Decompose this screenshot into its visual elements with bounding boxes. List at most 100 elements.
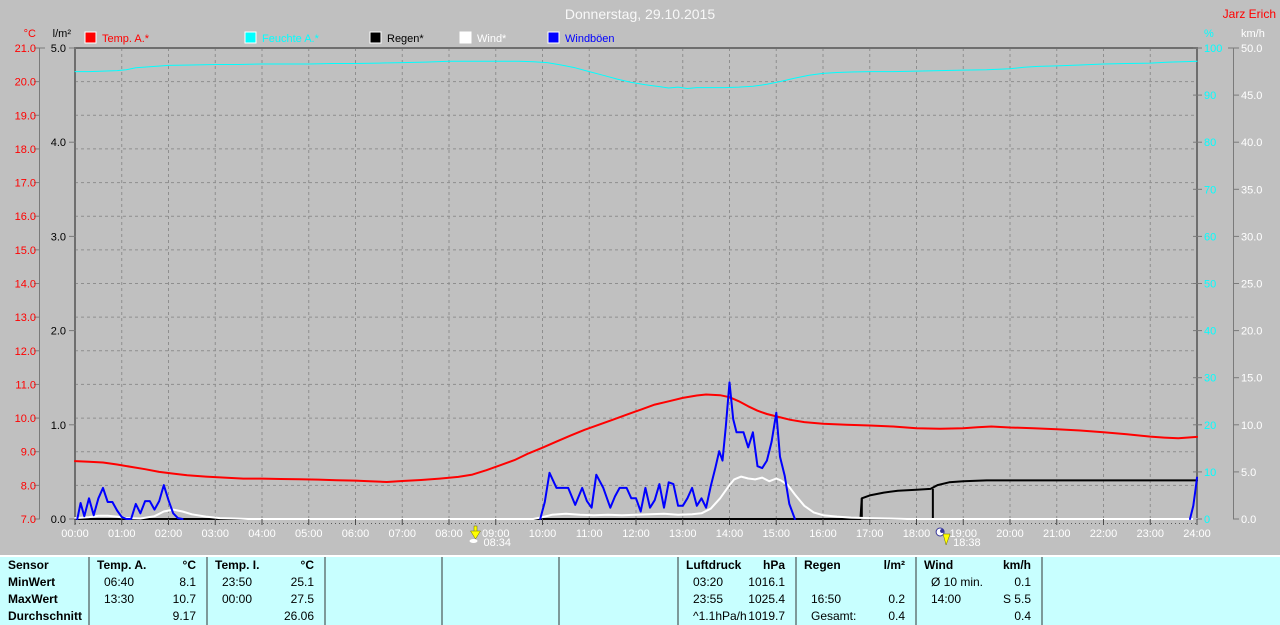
legend-label: Windböen: [565, 33, 615, 45]
table-cell-value: S 5.5: [1002, 592, 1031, 606]
axis-label: 10.0: [1241, 420, 1262, 432]
table-section-empty: [441, 557, 558, 625]
table-cell: [90, 608, 104, 625]
x-axis-label: 22:00: [1090, 528, 1118, 540]
table-cell-value: 8.1: [179, 575, 196, 589]
table-cell: 00:00: [222, 592, 253, 606]
table-section-empty: [558, 557, 677, 625]
table-cell-value: 27.5: [290, 592, 314, 606]
axis-label: 8.0: [21, 480, 36, 492]
table-row-label: MinWert: [8, 575, 56, 589]
temp-axis-unit: °C: [24, 28, 36, 40]
table-cell-value: 0.2: [888, 592, 905, 606]
x-axis-label: 16:00: [809, 528, 837, 540]
table-section-temp-i-: Temp. I. °C 23:50 25.1 00:00 27.5 26.06: [206, 557, 324, 625]
table-cell: 23:55: [693, 592, 724, 606]
x-axis-label: 24:00: [1183, 528, 1211, 540]
axes: °C l/m²% km/h 7.0 8.0 9.0 10.0 11.0 12.0 13.0 14.0…: [15, 28, 1265, 540]
stats-table: Sensor MinWert MaxWert Durchschnitt Temp. A.…: [0, 557, 1280, 625]
page-title: Donnerstag, 29.10.2015: [565, 6, 715, 22]
axis-label: 16.0: [15, 211, 36, 223]
table-cell: ^1.1hPa/h: [693, 609, 747, 623]
x-axis-label: 13:00: [669, 528, 697, 540]
axis-label: 50: [1204, 279, 1216, 291]
table-section-empty: [324, 557, 441, 625]
axis-label: 1.0: [51, 420, 66, 432]
axis-label: 40.0: [1241, 137, 1262, 149]
x-axis-label: 19:00: [949, 528, 977, 540]
legend-swatch-3: [369, 31, 382, 44]
axis-label: 45.0: [1241, 90, 1262, 102]
table-col-header: Temp. A.: [97, 558, 147, 572]
chart-series: [74, 60, 1198, 520]
table-cell-value: 26.06: [283, 609, 314, 623]
table-cell: Ø 10 min.: [931, 575, 984, 589]
x-axis-label: 11:00: [576, 528, 603, 540]
sunset-marker: 18:38: [935, 527, 981, 549]
table-section-luftdruck: Luftdruck hPa 03:20 1016.1 23:55 1025.4 ^1.1hP…: [677, 557, 795, 625]
table-section-empty: [1041, 557, 1280, 625]
series-feuchte-a-: [74, 60, 1198, 89]
x-axis-label: 01:00: [108, 528, 136, 540]
series-wind: [74, 475, 1198, 520]
x-axis-label: 23:00: [1136, 528, 1164, 540]
axis-label: 20.0: [15, 77, 36, 89]
table-col-unit: °C: [300, 558, 314, 572]
x-axis-label: 04:00: [248, 528, 276, 540]
x-axis-label: 20:00: [996, 528, 1024, 540]
axis-label: 7.0: [21, 514, 36, 526]
axis-label: 5.0: [1241, 467, 1256, 479]
x-axis-label: 08:00: [435, 528, 463, 540]
table-cell: 16:50: [811, 592, 842, 606]
axis-label: 15.0: [15, 245, 36, 257]
legend-label: Wind*: [477, 33, 507, 45]
axis-label: 10.0: [15, 413, 36, 425]
x-axis-label: 15:00: [762, 528, 790, 540]
table-cell-value: 10.7: [172, 592, 196, 606]
table-cell-value: 9.17: [172, 609, 196, 623]
table-cell-value: 1019.7: [748, 609, 785, 623]
legend-swatch-4: [459, 31, 472, 44]
x-axis-label: 02:00: [155, 528, 183, 540]
x-axis-label: 12:00: [622, 528, 650, 540]
table-top-divider: [0, 555, 1280, 557]
series-regen: [74, 479, 1198, 520]
table-cell-value: 0.4: [1014, 609, 1031, 623]
weather-chart: Donnerstag, 29.10.2015 Jarz Erich °C l/m²…: [15, 6, 1276, 549]
table-col-header: Luftdruck: [686, 558, 742, 572]
table-cell-value: 0.1: [1014, 575, 1031, 589]
table-row-labels: Sensor MinWert MaxWert Durchschnitt: [0, 557, 88, 625]
gridlines: [74, 47, 1198, 520]
table-section-wind: Wind km/h Ø 10 min. 0.1 14:00 S 5.5 0.4: [915, 557, 1041, 625]
table-col-unit: °C: [182, 558, 196, 572]
axis-label: 0.0: [51, 514, 66, 526]
x-axis-label: 00:00: [61, 528, 89, 540]
series-windb-en: [76, 484, 184, 520]
table-col-header: Temp. I.: [215, 558, 260, 572]
sunset-icon: [942, 533, 951, 546]
x-axis-label: 17:00: [856, 528, 884, 540]
table-cell-value: 1025.4: [748, 592, 785, 606]
table-section-regen: Regen l/m² 16:50 0.2 Gesamt: 0.4: [795, 557, 915, 625]
axis-label: 30: [1204, 373, 1216, 385]
table-row-label: Durchschnitt: [8, 609, 83, 623]
table-cell-value: [905, 574, 915, 591]
axis-label: 35.0: [1241, 184, 1262, 196]
station-name: Jarz Erich: [1223, 7, 1276, 21]
axis-label: 50.0: [1241, 43, 1262, 55]
legend-swatch-5: [547, 31, 560, 44]
axis-label: 13.0: [15, 312, 36, 324]
sunrise-time: 08:34: [484, 537, 512, 549]
x-axis-label: 03:00: [201, 528, 229, 540]
series-temp-a-: [74, 393, 1198, 483]
axis-label: 9.0: [21, 447, 36, 459]
axis-label: 5.0: [51, 43, 66, 55]
axis-label: 0: [1204, 514, 1210, 526]
humidity-axis-unit: %: [1204, 28, 1214, 40]
axis-label: 4.0: [51, 137, 66, 149]
axis-label: 19.0: [15, 110, 36, 122]
legend-swatch-2: [244, 31, 257, 44]
table-cell-value: 25.1: [290, 575, 314, 589]
axis-label: 100: [1204, 43, 1222, 55]
